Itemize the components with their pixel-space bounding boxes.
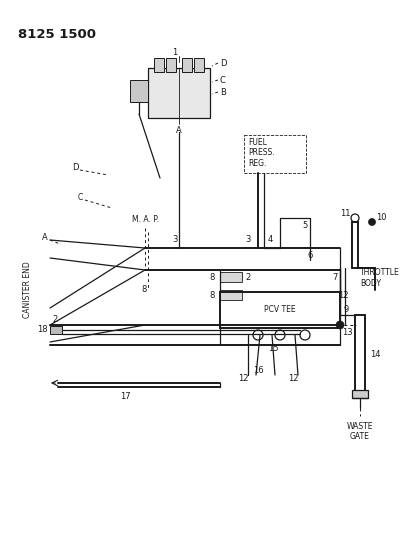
Text: A: A [176,126,182,135]
Text: M. A. P.: M. A. P. [132,215,159,224]
Text: 2: 2 [245,273,250,282]
Bar [243,135,305,173]
Text: 12: 12 [237,375,247,384]
Text: 16: 16 [252,367,263,376]
Text: D: D [220,59,226,68]
Text: 5: 5 [302,222,307,230]
Bar [50,326,62,334]
Text: D: D [72,164,78,173]
Text: 8: 8 [141,286,147,295]
Text: 8: 8 [209,273,214,282]
Text: 4: 4 [267,236,272,245]
Bar [193,58,204,72]
Text: 8: 8 [209,292,214,301]
Text: 12: 12 [337,290,348,300]
Text: 3: 3 [172,236,177,245]
Circle shape [335,321,343,329]
Text: PCV TEE: PCV TEE [263,305,295,314]
Text: 9: 9 [343,305,348,314]
Text: 7: 7 [331,273,337,282]
Bar [220,272,241,282]
Text: 3: 3 [245,236,250,245]
Text: 6: 6 [307,252,312,261]
Text: 18: 18 [37,326,48,335]
Bar [166,58,175,72]
Text: 12: 12 [287,375,297,384]
Text: 8125 1500: 8125 1500 [18,28,96,41]
Text: THROTTLE
BODY: THROTTLE BODY [359,268,399,288]
Bar [220,292,339,328]
Bar [148,68,209,118]
Text: C: C [78,193,83,203]
Text: CANISTER END: CANISTER END [23,262,32,318]
Text: WASTE
GATE: WASTE GATE [346,422,372,441]
Text: A: A [42,233,48,243]
Text: 2: 2 [52,316,57,325]
Bar [130,80,148,102]
Bar [182,58,191,72]
Bar [220,290,241,300]
Text: 13: 13 [341,328,352,337]
Bar [351,390,367,398]
Text: 14: 14 [369,351,380,359]
Circle shape [368,219,375,225]
Text: 1: 1 [172,47,177,56]
Text: FUEL
PRESS.
REG.: FUEL PRESS. REG. [247,138,274,168]
Text: 10: 10 [375,214,386,222]
Text: 11: 11 [339,208,349,217]
Bar [148,68,179,118]
Text: C: C [220,76,225,85]
Text: 17: 17 [119,392,130,401]
Text: 15: 15 [267,344,278,353]
Bar [154,58,164,72]
Text: B: B [220,87,225,96]
